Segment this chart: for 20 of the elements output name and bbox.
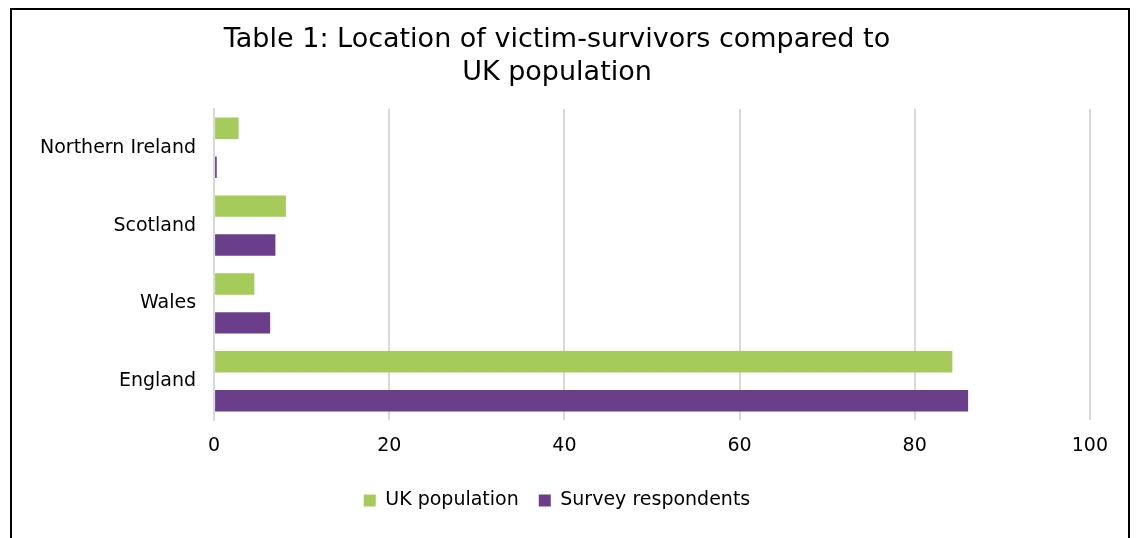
y-tick-label: Wales xyxy=(140,290,197,313)
bar xyxy=(215,390,969,412)
x-tick-label: 60 xyxy=(727,432,752,455)
x-tick-label: 80 xyxy=(902,432,927,455)
y-tick-label: England xyxy=(118,368,197,391)
bar xyxy=(215,117,239,139)
y-tick-label: Northern Ireland xyxy=(39,134,197,157)
chart-title: Table 1: Location of victim-survivors compared to UK population xyxy=(222,22,891,86)
legend-label: UK population xyxy=(385,487,519,510)
y-tick-label: Scotland xyxy=(113,212,197,235)
bar xyxy=(215,273,255,295)
x-tick-label: 0 xyxy=(208,432,221,455)
bar xyxy=(215,351,953,373)
x-tick-label: 40 xyxy=(552,432,577,455)
x-tick-label: 20 xyxy=(377,432,402,455)
bar xyxy=(215,195,286,217)
bar xyxy=(215,234,276,256)
x-tick-label: 100 xyxy=(1071,432,1108,455)
legend-label: Survey respondents xyxy=(560,487,751,510)
bar xyxy=(215,312,271,334)
